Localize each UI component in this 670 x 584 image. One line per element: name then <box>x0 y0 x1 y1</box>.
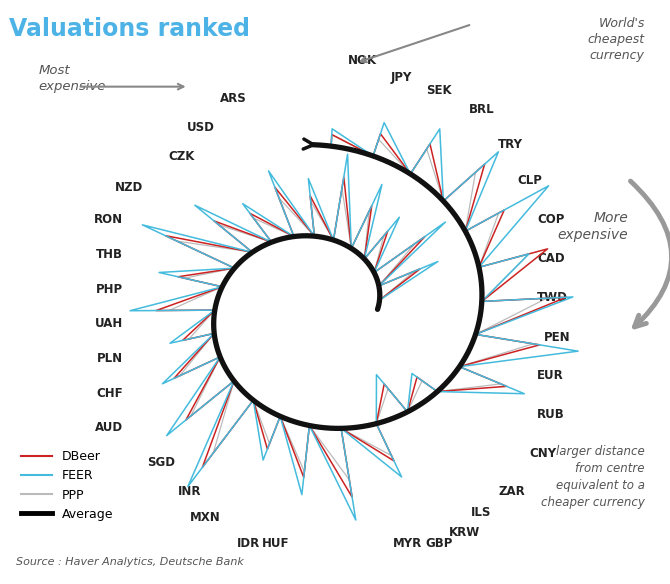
Text: INR: INR <box>178 485 202 498</box>
Text: RUB: RUB <box>537 408 565 421</box>
Text: Valuations ranked: Valuations ranked <box>9 18 251 41</box>
Text: JPY: JPY <box>391 71 412 85</box>
Text: BRL: BRL <box>469 103 494 116</box>
Text: USD: USD <box>187 121 214 134</box>
Text: GBP: GBP <box>425 537 452 550</box>
Text: TRY: TRY <box>498 138 523 151</box>
Text: CZK: CZK <box>169 150 195 162</box>
Text: CLP: CLP <box>518 174 543 187</box>
Text: ILS: ILS <box>471 506 491 519</box>
Text: SGD: SGD <box>147 456 176 469</box>
Text: RON: RON <box>94 213 123 226</box>
Text: IDR: IDR <box>237 537 260 550</box>
Text: World's
cheapest
currency: World's cheapest currency <box>588 18 645 62</box>
Text: CAD: CAD <box>537 252 565 265</box>
Text: CHF: CHF <box>96 387 123 399</box>
Text: MYR: MYR <box>393 537 421 550</box>
Text: PHP: PHP <box>96 283 123 296</box>
Text: NZD: NZD <box>115 182 143 194</box>
Text: COP: COP <box>537 213 565 226</box>
Text: Most
expensive: Most expensive <box>39 64 106 92</box>
Text: ZAR: ZAR <box>498 485 525 498</box>
Text: ARS: ARS <box>220 92 247 105</box>
Text: MXN: MXN <box>190 511 221 524</box>
Text: SEK: SEK <box>426 84 452 97</box>
Text: Source : Haver Analytics, Deutsche Bank: Source : Haver Analytics, Deutsche Bank <box>16 557 244 566</box>
Text: TWD: TWD <box>537 291 568 304</box>
Text: NOK: NOK <box>348 54 377 67</box>
Text: KRW: KRW <box>449 526 480 538</box>
Text: PEN: PEN <box>543 331 570 343</box>
Text: PLN: PLN <box>97 352 123 365</box>
Text: EUR: EUR <box>537 369 564 383</box>
Text: AUD: AUD <box>95 422 123 434</box>
Text: More
expensive: More expensive <box>558 211 628 242</box>
Text: CNY: CNY <box>529 447 557 460</box>
Text: UAH: UAH <box>95 317 123 331</box>
Text: HUF: HUF <box>262 537 289 550</box>
Text: larger distance
from centre
equivalent to a
cheaper currency: larger distance from centre equivalent t… <box>541 445 645 509</box>
Legend: DBeer, FEER, PPP, Average: DBeer, FEER, PPP, Average <box>15 445 119 526</box>
Text: THB: THB <box>96 248 123 261</box>
